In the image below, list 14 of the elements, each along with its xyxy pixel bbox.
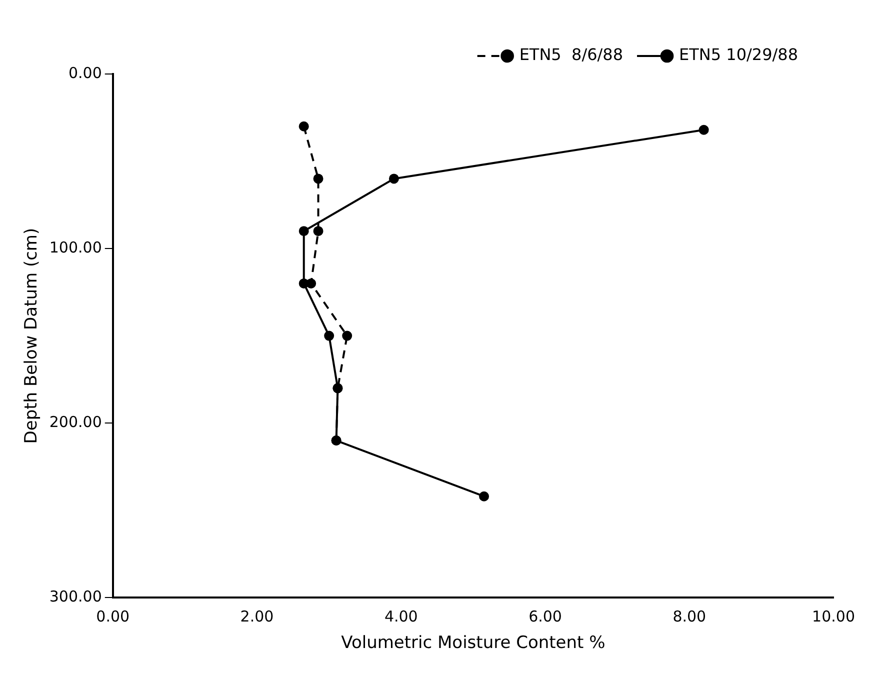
- legend-label: ETN5 10/29/88: [679, 45, 798, 64]
- legend-label: ETN5 8/6/88: [519, 45, 624, 64]
- y-tick-label: 100.00: [49, 238, 102, 256]
- x-tick-label: 6.00: [528, 607, 562, 626]
- x-tick-label: 10.00: [812, 607, 856, 626]
- y-tick-label: 200.00: [49, 412, 102, 431]
- x-tick-label: 0.00: [96, 607, 130, 626]
- x-tick-label: 4.00: [384, 607, 418, 626]
- x-tick-label: 8.00: [672, 607, 706, 626]
- y-tick-label: 0.00: [68, 64, 102, 82]
- y-tick-label: 300.00: [49, 587, 102, 606]
- y-axis-title: Depth Below Datum (cm): [22, 228, 42, 444]
- x-tick-label: 2.00: [240, 607, 274, 626]
- x-axis-title: Volumetric Moisture Content %: [341, 633, 606, 654]
